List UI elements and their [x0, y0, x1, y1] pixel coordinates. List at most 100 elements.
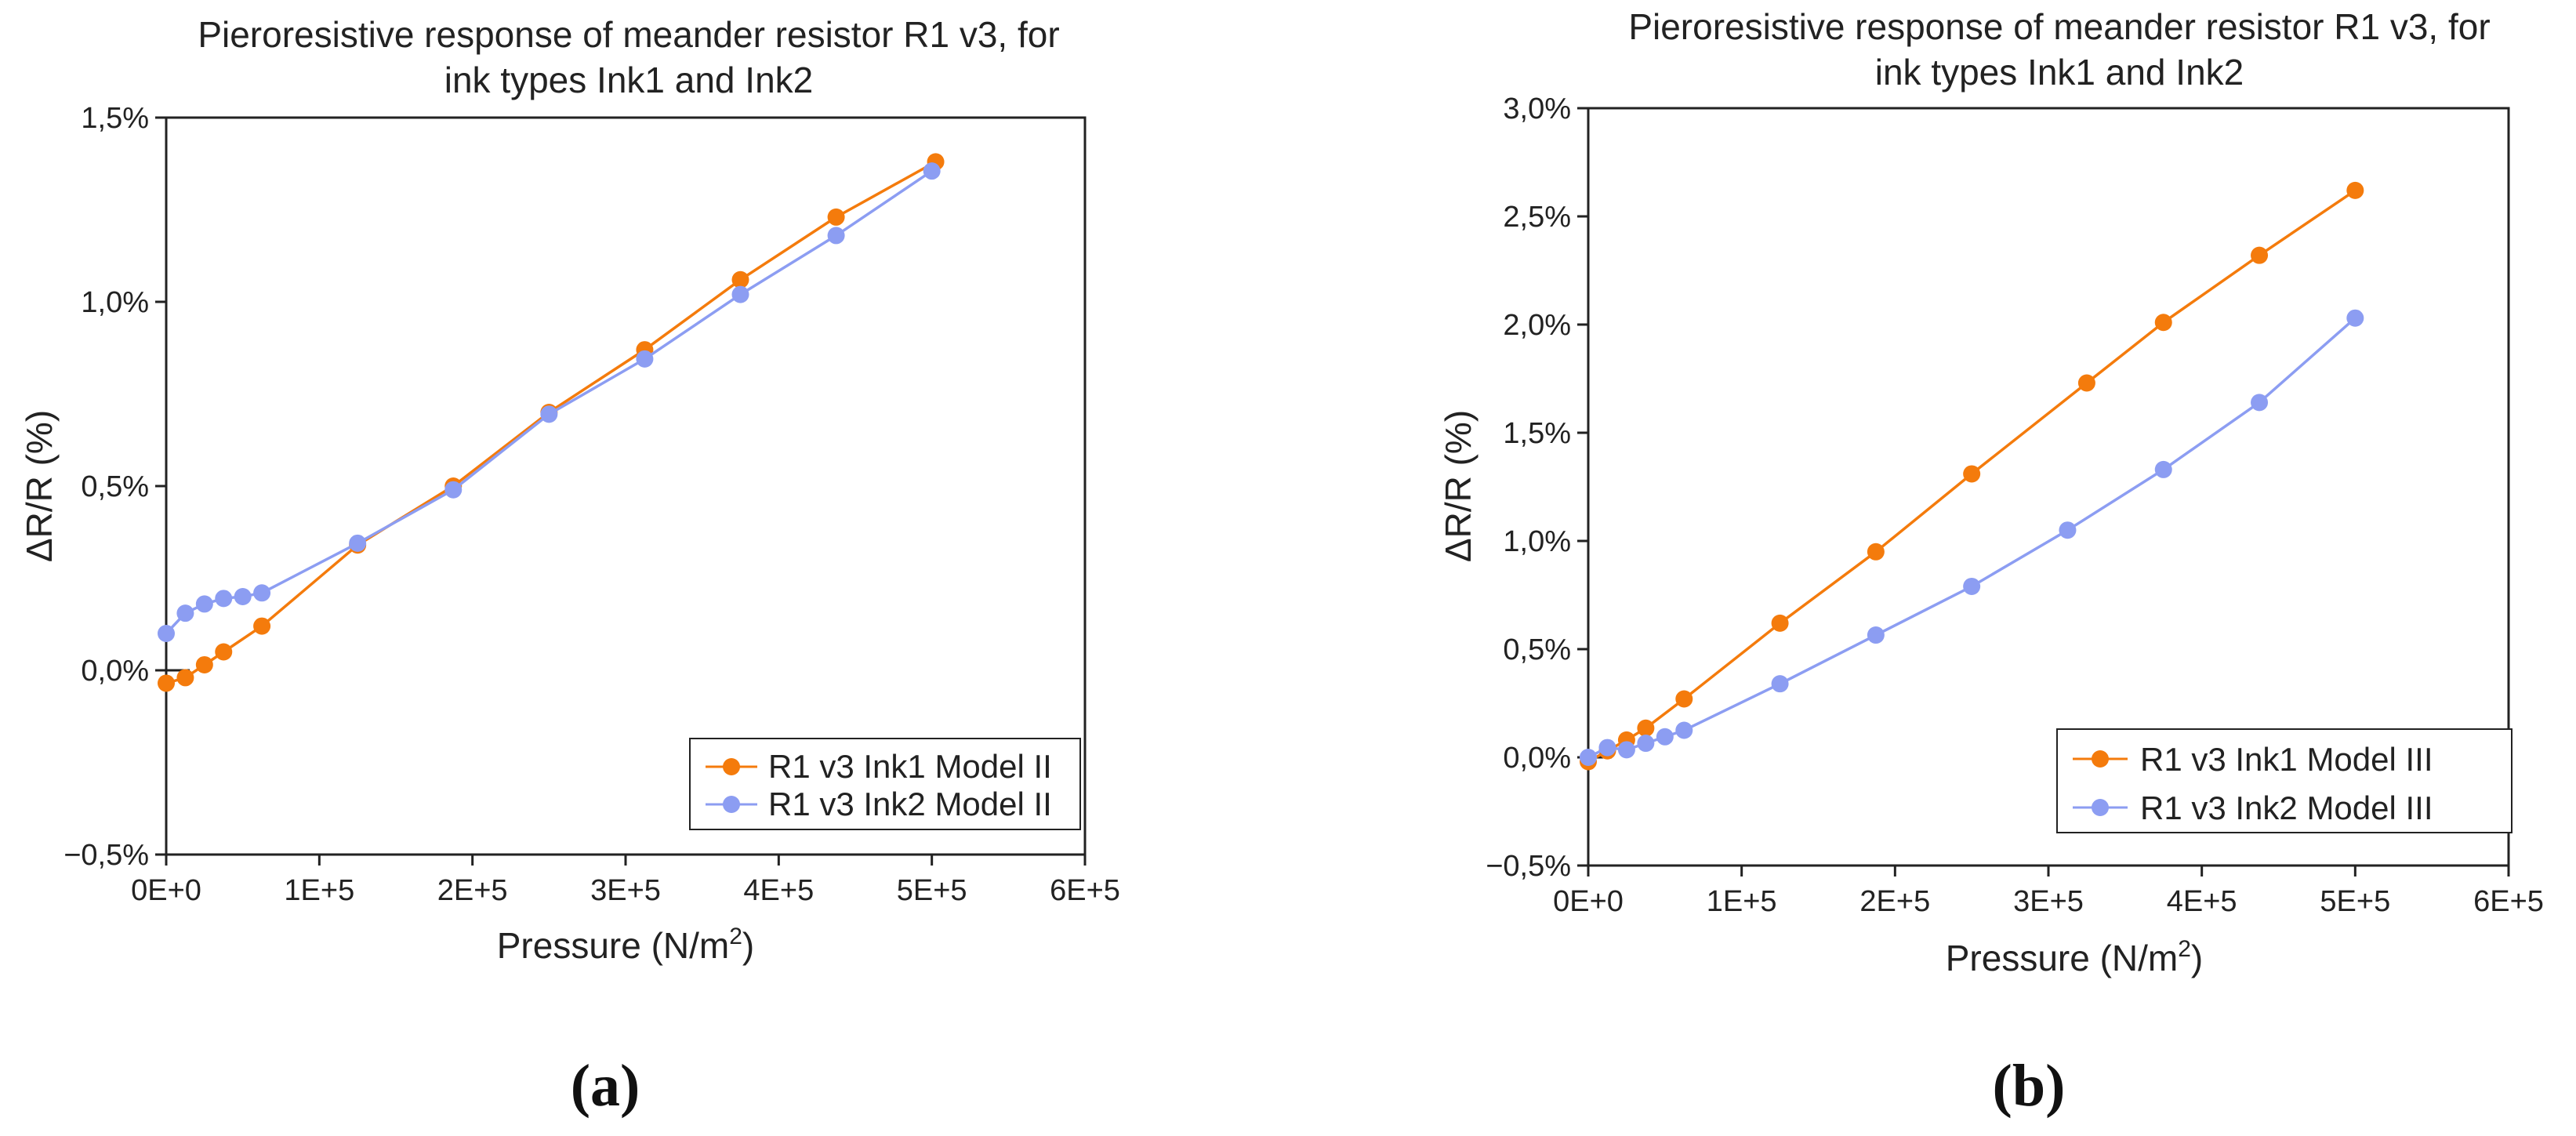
chart-a-series-1-point — [215, 643, 233, 661]
chart-a-series-2-point — [253, 584, 271, 602]
chart-b-x-label-main: Pressure (N/m — [1946, 938, 2178, 978]
chart-a-x-label-end: ) — [742, 925, 754, 966]
panel-label-a: (a) — [571, 1053, 640, 1119]
chart-a-y-tick-label: −0,5% — [63, 839, 149, 872]
chart-a-legend-box — [689, 738, 1081, 830]
chart-b-series-2-point — [1675, 721, 1693, 739]
chart-b-y-tick-label: 0,5% — [1503, 633, 1571, 666]
chart-b-x-tick-label: 5E+5 — [2320, 885, 2390, 918]
chart-a-y-ticks: −0,5% 0,0% 0,5% 1,0% 1,5% — [63, 102, 166, 872]
chart-a-x-ticks: 0E+0 1E+5 2E+5 3E+5 4E+5 5E+5 6E+5 — [131, 855, 1120, 907]
chart-a-legend-marker-ink2 — [723, 796, 740, 813]
chart-b-x-label-sup: 2 — [2178, 936, 2191, 962]
chart-a-x-tick-label: 3E+5 — [590, 874, 661, 907]
chart-b-series-2-point — [1617, 741, 1635, 759]
chart-a-y-tick-label: 0,0% — [81, 655, 149, 688]
chart-a-x-tick-label: 5E+5 — [897, 874, 967, 907]
panel-label-b: (b) — [1993, 1053, 2066, 1119]
chart-a-series-2-point — [234, 588, 252, 605]
chart-a-x-label-main: Pressure (N/m — [497, 925, 729, 966]
chart-b-x-tick-label: 4E+5 — [2167, 885, 2237, 918]
chart-b-x-tick-label: 3E+5 — [2013, 885, 2084, 918]
chart-a-series-1-point — [195, 655, 213, 673]
chart-a-legend-label-ink1: R1 v3 Ink1 Model II — [768, 748, 1052, 785]
chart-b-series-1-point — [2154, 314, 2172, 332]
chart-a-series-2-point — [923, 162, 941, 180]
chart-b-series-2-point — [1963, 577, 1981, 595]
chart-b-x-tick-label: 2E+5 — [1859, 885, 1930, 918]
chart-a-series-2-point — [731, 285, 749, 303]
chart-b-series-line-2 — [1587, 317, 2356, 759]
chart-b-series-2-point — [1656, 728, 1674, 746]
chart-b-series-1-point — [1771, 614, 1789, 632]
chart-b-series-1-point — [1867, 543, 1885, 561]
chart-a-series-1-point — [253, 617, 271, 635]
chart-a-series-1-point — [731, 270, 749, 289]
chart-b-series-1-point — [2077, 374, 2095, 392]
chart-b-y-tick-label: 2,5% — [1503, 201, 1571, 234]
chart-a-legend-marker-ink1 — [723, 758, 740, 775]
chart-a: Pieroresistive response of meander resis… — [19, 14, 1120, 1119]
chart-b-legend-label-ink1: R1 v3 Ink1 Model III — [2140, 741, 2433, 778]
chart-b-series-2-point — [1771, 675, 1789, 693]
chart-a-series-2-point — [176, 604, 194, 622]
chart-a-x-tick-label: 2E+5 — [437, 874, 508, 907]
chart-b-series-1-point — [2251, 246, 2269, 264]
chart-a-x-tick-label: 0E+0 — [131, 874, 201, 907]
chart-b-series-1-point — [1963, 465, 1981, 483]
chart-a-series-2-point — [195, 595, 213, 613]
chart-b-y-label: ΔR/R (%) — [1438, 410, 1478, 562]
chart-b-series-1-point — [1637, 719, 1655, 737]
chart-a-title-line-1: Pieroresistive response of meander resis… — [198, 14, 1059, 55]
chart-a-series-2-point — [636, 350, 654, 368]
chart-b-series-2-point — [1580, 749, 1597, 766]
chart-b-series-1-point — [1675, 690, 1693, 708]
chart-b-series-2-point — [2059, 521, 2077, 539]
chart-a-y-tick-label: 0,5% — [81, 470, 149, 503]
chart-b-series-2-point — [2251, 394, 2269, 412]
chart-a-series-1-point — [158, 674, 175, 692]
chart-a-y-tick-label: 1,0% — [81, 286, 149, 319]
chart-b-legend-marker-ink2 — [2092, 799, 2109, 816]
chart-b-x-ticks: 0E+0 1E+5 2E+5 3E+5 4E+5 5E+5 6E+5 — [1553, 866, 2544, 918]
chart-b-y-tick-label: −0,5% — [1486, 850, 1571, 883]
chart-a-x-tick-label: 1E+5 — [284, 874, 354, 907]
chart-b-y-tick-label: 2,0% — [1503, 309, 1571, 342]
chart-a-x-label: Pressure (N/m2) — [497, 924, 755, 966]
chart-a-x-label-sup: 2 — [729, 924, 742, 949]
chart-a-series-2-point — [827, 227, 845, 245]
chart-b-x-tick-label: 1E+5 — [1707, 885, 1777, 918]
chart-b-legend-box — [2056, 728, 2513, 833]
chart-b-title-line-2: ink types Ink1 and Ink2 — [1875, 52, 2244, 93]
chart-b-x-tick-label: 6E+5 — [2473, 885, 2544, 918]
chart-b-y-tick-label: 0,0% — [1503, 742, 1571, 775]
chart-b-x-label-end: ) — [2191, 938, 2203, 978]
chart-b-series-2-point — [2346, 309, 2364, 327]
chart-b-y-tick-label: 1,0% — [1503, 525, 1571, 558]
chart-b-legend-marker-ink1 — [2092, 750, 2109, 768]
chart-b-y-ticks: −0,5% 0,0% 0,5% 1,0% 1,5% 2,0% 2,5% 3,0% — [1486, 93, 1588, 883]
chart-a-series-1-point — [827, 208, 845, 226]
chart-a-legend-label-ink2: R1 v3 Ink2 Model II — [768, 786, 1052, 822]
chart-b-series-2-point — [1867, 626, 1885, 644]
chart-a-y-tick-label: 1,5% — [81, 102, 149, 135]
chart-a-series-2-point — [158, 625, 175, 642]
chart-b-x-tick-label: 0E+0 — [1553, 885, 1624, 918]
chart-a-y-label: ΔR/R (%) — [19, 410, 60, 562]
chart-b-y-tick-label: 3,0% — [1503, 93, 1571, 125]
chart-b-series — [1580, 181, 2364, 771]
chart-a-title-line-2: ink types Ink1 and Ink2 — [444, 60, 814, 100]
chart-a-series — [158, 153, 945, 692]
chart-b-y-tick-label: 1,5% — [1503, 417, 1571, 450]
chart-a-legend: R1 v3 Ink1 Model II R1 v3 Ink2 Model II — [689, 738, 1081, 830]
chart-a-x-tick-label: 6E+5 — [1050, 874, 1120, 907]
chart-a-series-1-point — [176, 669, 194, 687]
chart-a-series-2-point — [349, 534, 367, 552]
chart-a-series-line-2 — [165, 169, 933, 635]
chart-b-legend: R1 v3 Ink1 Model III R1 v3 Ink2 Model II… — [2056, 728, 2513, 833]
chart-b-series-2-point — [1637, 735, 1655, 753]
chart-a-series-2-point — [444, 481, 463, 499]
chart-b-title-line-1: Pieroresistive response of meander resis… — [1628, 6, 2490, 47]
chart-b-series-2-point — [1598, 739, 1616, 757]
chart-a-x-tick-label: 4E+5 — [743, 874, 814, 907]
